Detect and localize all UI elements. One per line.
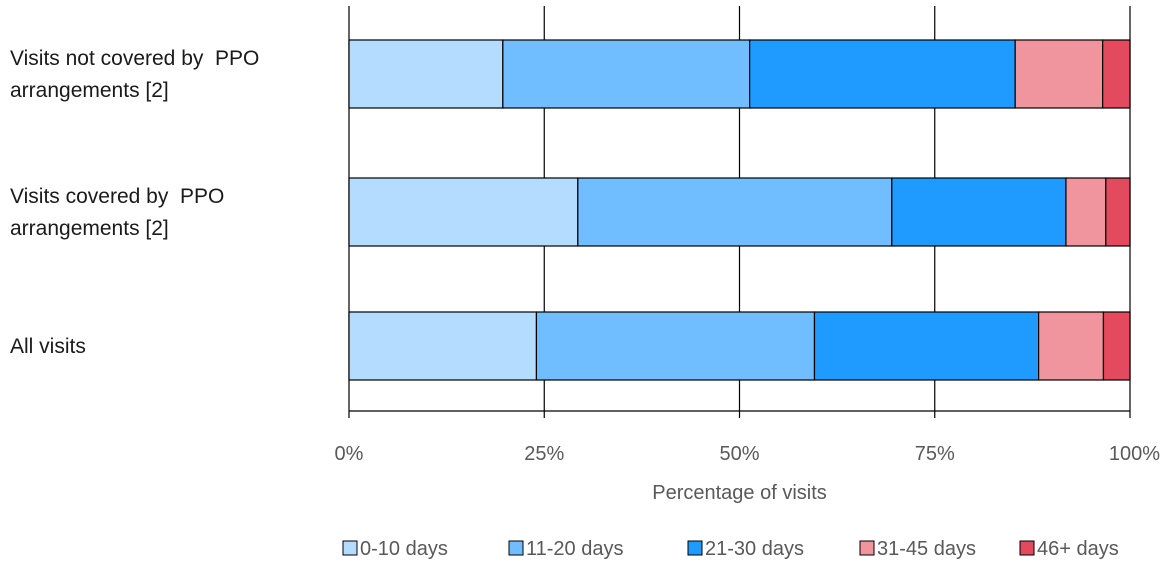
x-tick-label: 50% bbox=[719, 443, 759, 465]
bar-2-46-days bbox=[1102, 311, 1131, 381]
bar-1-31-45-days bbox=[1065, 177, 1107, 247]
category-label: All visits bbox=[10, 335, 86, 358]
category-label: arrangements [2] bbox=[10, 79, 169, 102]
legend-swatch bbox=[1019, 540, 1035, 556]
category-labels: Visits not covered by PPO arrangements [2… bbox=[10, 47, 259, 358]
legend-label: 21-30 days bbox=[705, 538, 804, 560]
x-tick-label: 25% bbox=[524, 443, 564, 465]
bar-2-31-45-days bbox=[1038, 311, 1105, 381]
legend-label: 11-20 days bbox=[526, 538, 623, 560]
bar-2-21-30-days bbox=[813, 311, 1040, 381]
legend-swatch bbox=[687, 540, 703, 556]
category-label: Visits covered by PPO bbox=[10, 185, 224, 208]
legend-label: 31-45 days bbox=[877, 538, 976, 560]
legend-label: 0-10 days bbox=[360, 538, 448, 560]
bar-1-11-20-days bbox=[577, 177, 893, 247]
bar-1-0-10-days bbox=[348, 177, 579, 247]
bar-2-11-20-days bbox=[535, 311, 816, 381]
legend-swatch bbox=[859, 540, 875, 556]
category-label: arrangements [2] bbox=[10, 217, 169, 240]
bars bbox=[348, 39, 1131, 381]
bar-0-0-10-days bbox=[348, 39, 504, 109]
bar-1-21-30-days bbox=[891, 177, 1067, 247]
category-label: Visits not covered by PPO bbox=[10, 47, 259, 70]
legend-label: 46+ days bbox=[1037, 538, 1119, 560]
bar-0-11-20-days bbox=[502, 39, 751, 109]
bar-0-46-days bbox=[1102, 39, 1131, 109]
legend-swatch bbox=[508, 540, 524, 556]
legend: 0-10 days 11-20 days 21-30 days 31-45 days 4… bbox=[342, 538, 1119, 560]
bar-1-46-days bbox=[1105, 177, 1131, 247]
bar-0-21-30-days bbox=[749, 39, 1016, 109]
x-tick-label: 0% bbox=[335, 443, 364, 465]
x-tick-label: 100% bbox=[1109, 443, 1160, 465]
x-axis-title: Percentage of visits bbox=[652, 482, 827, 504]
x-axis: 0% 25% 50% 75% 100% bbox=[335, 410, 1160, 465]
x-tick-label: 75% bbox=[915, 443, 955, 465]
bar-2-0-10-days bbox=[348, 311, 538, 381]
legend-swatch bbox=[342, 540, 358, 556]
bar-0-31-45-days bbox=[1014, 39, 1104, 109]
